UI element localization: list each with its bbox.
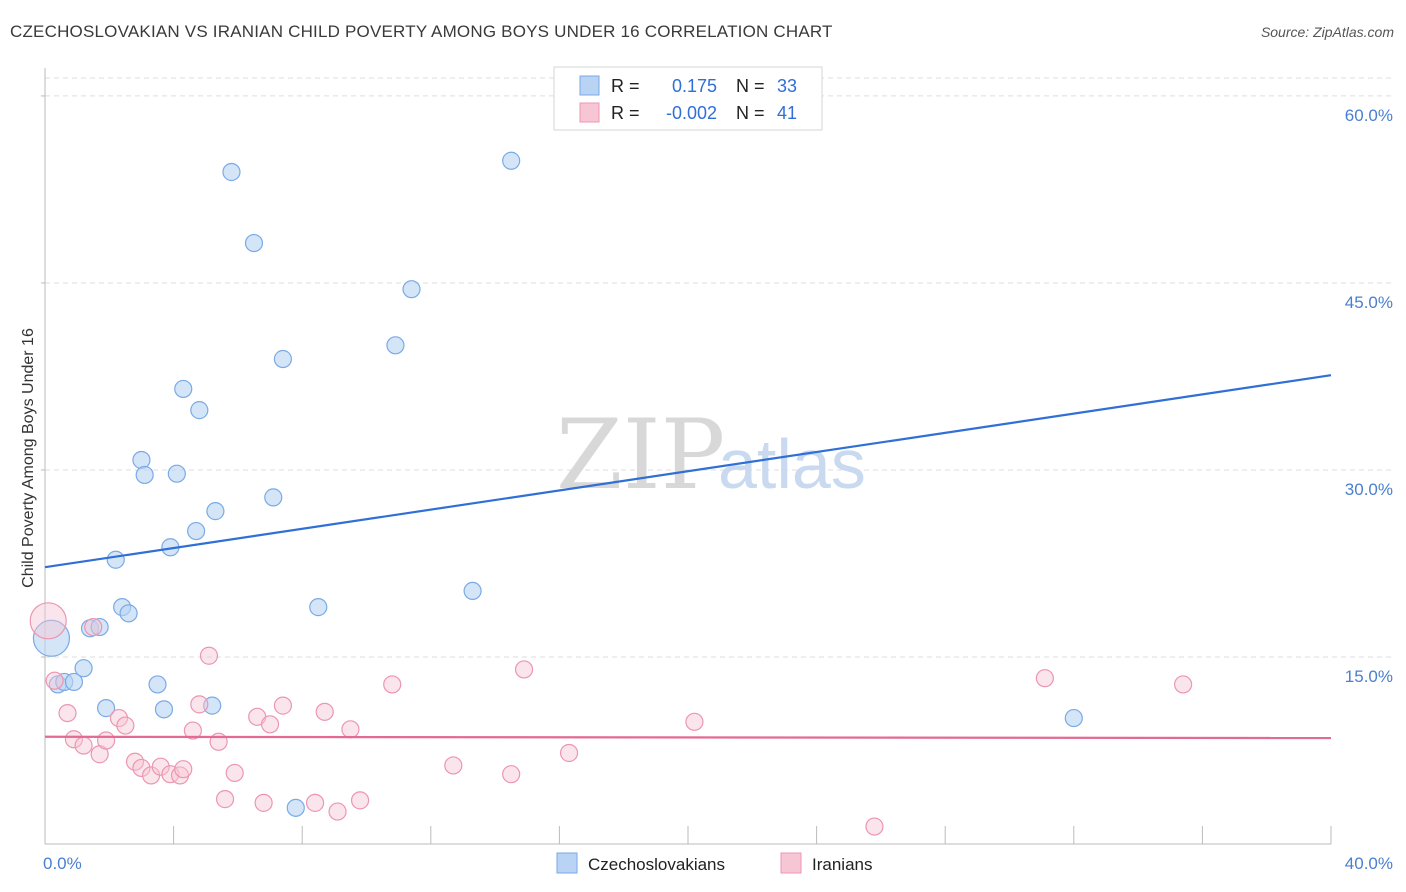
legend-label-iranians: Iranians — [812, 855, 872, 874]
legend-n-value: 41 — [777, 103, 797, 123]
legend-n-label: N = — [736, 103, 765, 123]
czechoslovakian-point — [167, 464, 186, 483]
iranian-point — [199, 646, 219, 665]
stats-legend: R = 0.175 N = 33 R = -0.002 N = 41 — [553, 66, 823, 131]
czechoslovakian-point — [90, 617, 109, 637]
iranian-point — [84, 617, 103, 637]
legend-swatch-iranians — [780, 852, 802, 874]
iranian-trend-line — [44, 735, 1332, 740]
iranian-point — [315, 702, 334, 721]
iranian-point — [383, 675, 402, 694]
iranian-point — [305, 793, 325, 812]
y-tick-labels: 15.0% 30.0% 45.0% 60.0% — [1345, 106, 1393, 686]
iranian-point — [502, 765, 521, 784]
czechoslovakian-point — [244, 233, 264, 253]
czechoslovakian-point — [502, 151, 521, 170]
iranian-point — [273, 696, 293, 715]
iranian-point — [328, 802, 347, 821]
legend-r-value: -0.002 — [666, 103, 717, 123]
czechoslovakian-point — [106, 550, 125, 569]
legend-swatch-czechoslovakians — [556, 852, 578, 874]
legend-swatch-iranians — [579, 102, 600, 123]
czechoslovakian-point — [190, 401, 209, 420]
czechoslovakian-point — [74, 659, 93, 678]
legend-n-value: 33 — [777, 76, 797, 96]
iranian-point — [96, 731, 116, 750]
czechoslovakian-point — [463, 581, 482, 601]
iranian-point — [109, 708, 129, 728]
czechoslovakian-point — [222, 162, 241, 182]
y-tick-label: 15.0% — [1345, 667, 1393, 686]
trend-lines — [44, 374, 1332, 740]
iranian-point — [215, 790, 235, 809]
gridlines — [45, 77, 1393, 658]
legend-n-label: N = — [736, 76, 765, 96]
iranian-point — [1035, 669, 1054, 688]
czechoslovakian-point — [203, 696, 222, 715]
czechoslovakian-point — [154, 700, 174, 719]
iranian-point — [29, 602, 67, 640]
y-tick-label: 60.0% — [1345, 106, 1393, 125]
czechoslovakian-point — [119, 604, 138, 623]
y-tick-label: 30.0% — [1345, 480, 1393, 499]
czechoslovakian-point — [1064, 708, 1083, 728]
iranian-point — [209, 732, 228, 751]
czechoslovakian-trend-line — [44, 374, 1332, 569]
legend-swatch-czechoslovakians — [579, 75, 600, 96]
axes — [41, 68, 1332, 845]
iranian-point — [151, 757, 170, 776]
iranian-point — [341, 720, 360, 739]
legend-r-label: R = — [611, 76, 640, 96]
legend-r-value: 0.175 — [672, 76, 717, 96]
czechoslovakian-point — [309, 598, 328, 617]
czechoslovakian-point — [264, 488, 283, 507]
watermark-zip: ZIP — [556, 399, 725, 511]
iranian-point — [183, 721, 202, 740]
iranian-point — [74, 736, 93, 755]
legend-r-label: R = — [611, 103, 640, 123]
series-legend: Czechoslovakians Iranians — [556, 852, 872, 874]
iranian-point — [559, 743, 579, 763]
y-tick-label: 45.0% — [1345, 293, 1393, 312]
iranian-point — [350, 791, 370, 810]
czechoslovakian-point — [206, 502, 225, 521]
czechoslovakian-point — [64, 672, 84, 692]
iranian-point — [45, 671, 64, 690]
czechoslovakian-point — [174, 379, 193, 399]
iranian-point — [254, 793, 273, 812]
chart-title: CZECHOSLOVAKIAN VS IRANIAN CHILD POVERTY… — [10, 22, 833, 41]
iranian-point — [865, 817, 884, 836]
czechoslovakian-point — [273, 349, 293, 369]
czechoslovakian-point — [135, 465, 154, 485]
iranian-point — [116, 716, 135, 735]
iranian-point — [174, 760, 193, 779]
iranian-point — [190, 695, 209, 714]
iranian-point — [64, 730, 84, 749]
iranian-point — [225, 763, 244, 783]
iranian-point — [58, 703, 77, 723]
source-label: Source: ZipAtlas.com — [1260, 24, 1394, 40]
legend-label-czechoslovakians: Czechoslovakians — [588, 855, 725, 874]
x-tick-max: 40.0% — [1345, 854, 1393, 873]
czechoslovakian-point — [286, 798, 305, 817]
iranian-point — [260, 715, 280, 734]
iranian-point — [514, 660, 534, 679]
iranian-point — [132, 758, 151, 778]
x-tick-min: 0.0% — [43, 854, 82, 873]
y-axis-label: Child Poverty Among Boys Under 16 — [20, 328, 37, 588]
iranian-point — [444, 756, 463, 775]
czechoslovakian-point — [386, 336, 405, 355]
czechoslovakian-point — [96, 699, 116, 718]
czechoslovakian-point — [402, 280, 421, 299]
data-points — [29, 151, 1193, 836]
czechoslovakian-point — [148, 675, 167, 694]
czechoslovakian-point — [132, 450, 151, 470]
iranian-point — [685, 712, 704, 731]
iranian-point — [1174, 675, 1193, 694]
czechoslovakian-point — [187, 521, 206, 541]
